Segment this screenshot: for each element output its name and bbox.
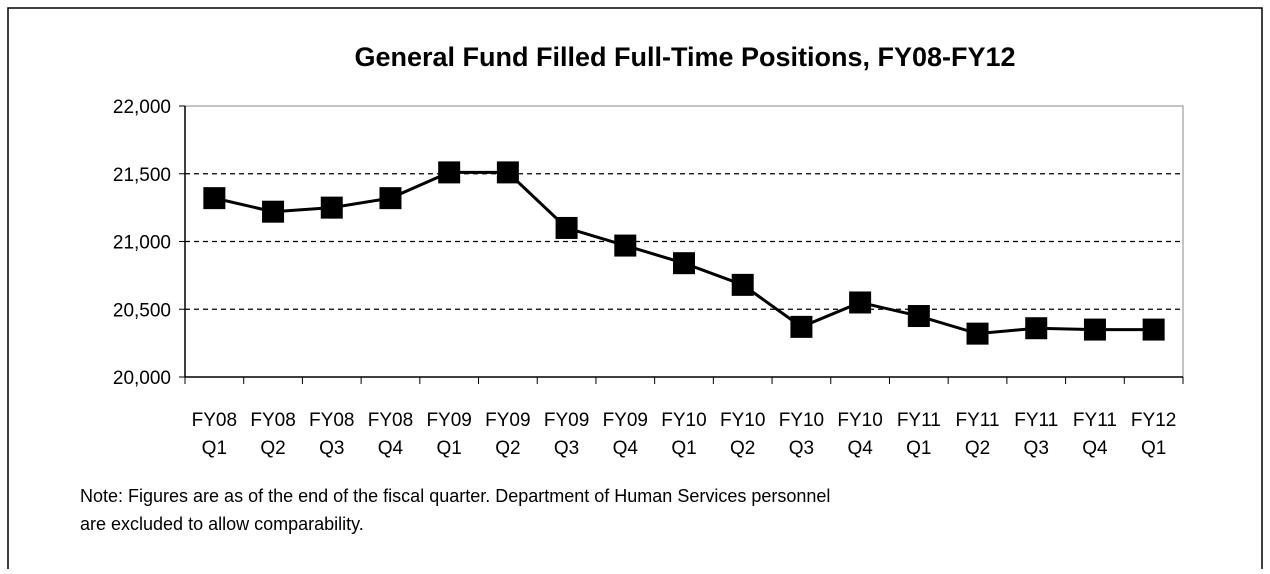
marker xyxy=(1142,318,1165,341)
marker xyxy=(555,216,578,239)
x-tick-label: FY11 xyxy=(1014,410,1058,431)
x-tick-label: FY08 xyxy=(309,410,354,431)
x-tick-label: Q4 xyxy=(847,438,873,459)
x-tick-label: Q2 xyxy=(260,438,285,459)
note: Note: Figures are as of the end of the f… xyxy=(80,486,830,506)
x-tick-label: FY09 xyxy=(426,410,471,431)
x-tick-label: FY12 xyxy=(1131,410,1176,431)
marker xyxy=(438,161,461,184)
marker xyxy=(966,322,989,345)
marker xyxy=(731,273,754,296)
x-tick-label: Q1 xyxy=(1141,438,1166,459)
x-tick-label: Q1 xyxy=(906,438,931,459)
y-tick-label: 22,000 xyxy=(113,97,171,118)
marker xyxy=(614,234,637,257)
x-tick-label: FY09 xyxy=(485,410,530,431)
x-tick-label: FY10 xyxy=(661,410,706,431)
x-tick-label: Q1 xyxy=(436,438,461,459)
x-tick-label: Q2 xyxy=(730,438,755,459)
marker xyxy=(496,161,519,184)
marker xyxy=(790,315,813,338)
x-tick-label: Q3 xyxy=(1024,438,1049,459)
chart-title: General Fund Filled Full-Time Positions,… xyxy=(354,42,1015,72)
y-tick-label: 20,500 xyxy=(113,300,171,321)
x-tick-label: Q4 xyxy=(378,438,404,459)
y-tick-label: 21,000 xyxy=(113,233,171,254)
x-tick-label: Q4 xyxy=(613,438,639,459)
x-tick-label: Q3 xyxy=(319,438,344,459)
marker xyxy=(1083,318,1106,341)
x-tick-label: FY09 xyxy=(544,410,589,431)
marker xyxy=(1025,317,1048,340)
x-tick-label: FY10 xyxy=(720,410,765,431)
x-tick-label: Q1 xyxy=(202,438,227,459)
y-tick-label: 20,000 xyxy=(113,368,171,389)
x-tick-label: Q2 xyxy=(495,438,520,459)
x-tick-label: FY08 xyxy=(250,410,295,431)
marker xyxy=(673,252,695,275)
marker xyxy=(320,196,343,219)
marker xyxy=(379,187,402,210)
note: are excluded to allow comparability. xyxy=(80,514,364,534)
x-tick-label: FY11 xyxy=(956,410,1000,431)
frame xyxy=(7,7,1263,569)
marker xyxy=(262,200,285,223)
x-tick-label: FY08 xyxy=(368,410,413,431)
x-tick-label: Q3 xyxy=(554,438,579,459)
x-tick-label: Q2 xyxy=(965,438,990,459)
x-tick-label: FY11 xyxy=(897,410,941,431)
marker xyxy=(203,187,226,210)
marker xyxy=(907,305,930,328)
marker xyxy=(849,291,872,314)
x-tick-label: Q3 xyxy=(789,438,814,459)
x-tick-label: FY10 xyxy=(779,410,824,431)
x-tick-label: FY11 xyxy=(1073,410,1117,431)
y-tick-label: 21,500 xyxy=(113,165,171,186)
x-tick-label: FY08 xyxy=(192,410,237,431)
x-tick-label: FY10 xyxy=(837,410,882,431)
x-tick-label: Q1 xyxy=(671,438,696,459)
x-tick-label: Q4 xyxy=(1082,438,1108,459)
x-tick-label: FY09 xyxy=(603,410,648,431)
